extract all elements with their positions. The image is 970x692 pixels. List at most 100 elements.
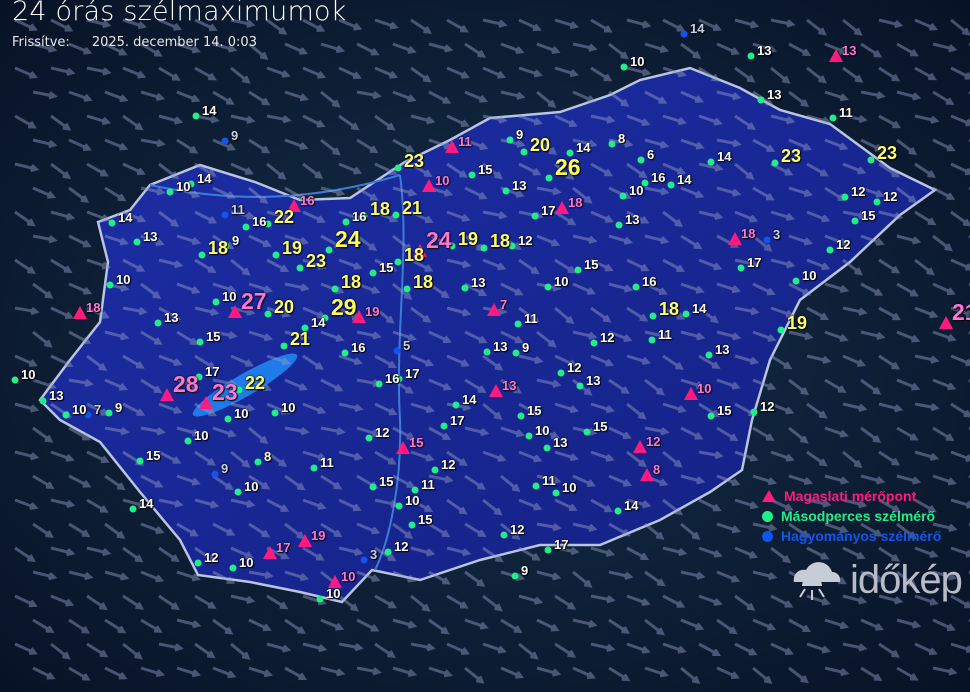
second-station-dot-icon[interactable] — [829, 114, 837, 122]
second-station-dot-icon[interactable] — [196, 338, 204, 346]
second-station-dot-icon[interactable] — [392, 211, 400, 219]
second-station-dot-icon[interactable] — [531, 212, 539, 220]
second-station-dot-icon[interactable] — [310, 464, 318, 472]
second-station-dot-icon[interactable] — [851, 217, 859, 225]
second-station-dot-icon[interactable] — [615, 221, 623, 229]
second-station-dot-icon[interactable] — [301, 324, 309, 332]
second-station-dot-icon[interactable] — [777, 326, 785, 334]
second-station-dot-icon[interactable] — [222, 242, 230, 250]
second-station-dot-icon[interactable] — [590, 339, 598, 347]
second-station-dot-icon[interactable] — [272, 251, 280, 259]
traditional-station-dot-icon[interactable] — [221, 137, 229, 145]
second-station-dot-icon[interactable] — [360, 212, 368, 220]
mountain-station-triangle-icon[interactable] — [328, 575, 342, 588]
mountain-station-triangle-icon[interactable] — [422, 179, 436, 192]
second-station-dot-icon[interactable] — [271, 409, 279, 417]
traditional-station-dot-icon[interactable] — [221, 211, 229, 219]
second-station-dot-icon[interactable] — [637, 156, 645, 164]
second-station-dot-icon[interactable] — [525, 432, 533, 440]
second-station-dot-icon[interactable] — [242, 223, 250, 231]
traditional-station-dot-icon[interactable] — [360, 556, 368, 564]
second-station-dot-icon[interactable] — [129, 505, 137, 513]
second-station-dot-icon[interactable] — [468, 171, 476, 179]
second-station-dot-icon[interactable] — [431, 466, 439, 474]
second-station-dot-icon[interactable] — [544, 546, 552, 554]
mountain-station-triangle-icon[interactable] — [352, 310, 366, 323]
second-station-dot-icon[interactable] — [105, 409, 113, 417]
traditional-station-dot-icon[interactable] — [211, 470, 219, 478]
second-station-dot-icon[interactable] — [369, 269, 377, 277]
second-station-dot-icon[interactable] — [198, 251, 206, 259]
second-station-dot-icon[interactable] — [705, 351, 713, 359]
second-station-dot-icon[interactable] — [576, 382, 584, 390]
second-station-dot-icon[interactable] — [632, 283, 640, 291]
second-station-dot-icon[interactable] — [841, 193, 849, 201]
second-station-dot-icon[interactable] — [452, 401, 460, 409]
second-station-dot-icon[interactable] — [166, 188, 174, 196]
mountain-station-triangle-icon[interactable] — [728, 232, 742, 245]
second-station-dot-icon[interactable] — [395, 375, 403, 383]
second-station-dot-icon[interactable] — [480, 244, 488, 252]
second-station-dot-icon[interactable] — [648, 336, 656, 344]
second-station-dot-icon[interactable] — [873, 198, 881, 206]
second-station-dot-icon[interactable] — [545, 174, 553, 182]
second-station-dot-icon[interactable] — [757, 96, 765, 104]
second-station-dot-icon[interactable] — [316, 595, 324, 603]
mountain-station-triangle-icon[interactable] — [633, 440, 647, 453]
second-station-dot-icon[interactable] — [520, 148, 528, 156]
second-station-dot-icon[interactable] — [280, 342, 288, 350]
mountain-station-triangle-icon[interactable] — [684, 387, 698, 400]
second-station-dot-icon[interactable] — [136, 457, 144, 465]
second-station-dot-icon[interactable] — [440, 422, 448, 430]
second-station-dot-icon[interactable] — [483, 348, 491, 356]
second-station-dot-icon[interactable] — [106, 281, 114, 289]
second-station-dot-icon[interactable] — [448, 242, 456, 250]
second-station-dot-icon[interactable] — [737, 264, 745, 272]
second-station-dot-icon[interactable] — [641, 179, 649, 187]
second-station-dot-icon[interactable] — [264, 220, 272, 228]
second-station-dot-icon[interactable] — [771, 159, 779, 167]
second-station-dot-icon[interactable] — [620, 63, 628, 71]
mountain-station-triangle-icon[interactable] — [263, 546, 277, 559]
second-station-dot-icon[interactable] — [341, 349, 349, 357]
second-station-dot-icon[interactable] — [108, 219, 116, 227]
second-station-dot-icon[interactable] — [342, 218, 350, 226]
second-station-dot-icon[interactable] — [619, 192, 627, 200]
mountain-station-triangle-icon[interactable] — [396, 441, 410, 454]
second-station-dot-icon[interactable] — [649, 312, 657, 320]
second-station-dot-icon[interactable] — [583, 428, 591, 436]
second-station-dot-icon[interactable] — [62, 411, 70, 419]
second-station-dot-icon[interactable] — [574, 266, 582, 274]
mountain-station-triangle-icon[interactable] — [160, 388, 174, 401]
mountain-station-triangle-icon[interactable] — [413, 244, 427, 257]
mountain-station-triangle-icon[interactable] — [489, 384, 503, 397]
second-station-dot-icon[interactable] — [707, 412, 715, 420]
second-station-dot-icon[interactable] — [264, 310, 272, 318]
mountain-station-triangle-icon[interactable] — [640, 468, 654, 481]
second-station-dot-icon[interactable] — [682, 310, 690, 318]
second-station-dot-icon[interactable] — [187, 180, 195, 188]
second-station-dot-icon[interactable] — [384, 548, 392, 556]
second-station-dot-icon[interactable] — [792, 277, 800, 285]
second-station-dot-icon[interactable] — [229, 564, 237, 572]
mountain-station-triangle-icon[interactable] — [829, 49, 843, 62]
second-station-dot-icon[interactable] — [331, 285, 339, 293]
second-station-dot-icon[interactable] — [566, 149, 574, 157]
second-station-dot-icon[interactable] — [508, 242, 516, 250]
second-station-dot-icon[interactable] — [325, 246, 333, 254]
second-station-dot-icon[interactable] — [511, 572, 519, 580]
second-station-dot-icon[interactable] — [369, 483, 377, 491]
traditional-station-dot-icon[interactable] — [763, 236, 771, 244]
mountain-station-triangle-icon[interactable] — [199, 396, 213, 409]
second-station-dot-icon[interactable] — [667, 181, 675, 189]
second-station-dot-icon[interactable] — [212, 298, 220, 306]
second-station-dot-icon[interactable] — [133, 238, 141, 246]
second-station-dot-icon[interactable] — [826, 246, 834, 254]
second-station-dot-icon[interactable] — [461, 284, 469, 292]
second-station-dot-icon[interactable] — [235, 386, 243, 394]
second-station-dot-icon[interactable] — [707, 158, 715, 166]
second-station-dot-icon[interactable] — [394, 258, 402, 266]
second-station-dot-icon[interactable] — [254, 458, 262, 466]
second-station-dot-icon[interactable] — [514, 320, 522, 328]
second-station-dot-icon[interactable] — [750, 408, 758, 416]
